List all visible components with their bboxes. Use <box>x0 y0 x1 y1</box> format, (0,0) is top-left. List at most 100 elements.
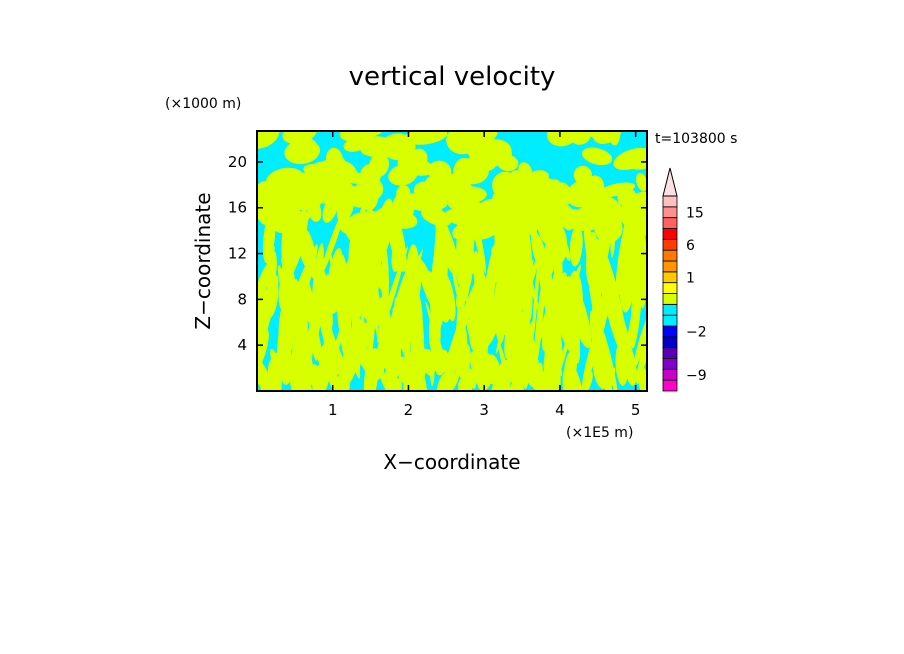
updraft-patch <box>411 148 428 168</box>
y-tick-label: 12 <box>228 245 247 263</box>
updraft-patch <box>287 201 312 287</box>
updraft-patch <box>405 244 420 308</box>
updraft-patch <box>311 251 330 320</box>
colorbar-segment <box>662 336 678 349</box>
colorbar-tick-label: −9 <box>686 368 707 384</box>
colorbar-tick-label: −2 <box>686 324 707 340</box>
updraft-patch <box>374 329 387 370</box>
updraft-patch <box>281 209 308 282</box>
updraft-patch <box>270 188 300 211</box>
updraft-patch <box>468 284 484 352</box>
updraft-patch <box>302 281 313 322</box>
updraft-patch <box>292 279 301 327</box>
updraft-patch <box>437 287 451 323</box>
updraft-patch <box>492 171 520 200</box>
y-axis: 4 8 12 16 20 <box>228 153 647 354</box>
x-tick-label: 4 <box>555 401 565 419</box>
colorbar-segment <box>662 206 678 219</box>
x-tick-label: 2 <box>404 401 414 419</box>
updraft-patch <box>392 378 403 391</box>
colorbar-segment <box>662 347 678 359</box>
colorbar: −9 −2 1 6 15 <box>662 167 707 392</box>
updraft-patch <box>566 178 605 208</box>
x-tick-label: 1 <box>328 401 338 419</box>
updraft-patch <box>313 363 326 391</box>
updraft-patch <box>582 371 593 391</box>
updraft-patch <box>446 131 478 155</box>
updraft-patch <box>359 135 376 156</box>
x-axis: 1 2 3 4 5 <box>328 131 640 419</box>
updraft-patch <box>633 306 647 369</box>
updraft-patch <box>265 167 306 195</box>
y-unit-label: (×1000 m) <box>165 96 241 112</box>
colorbar-segment <box>662 314 678 327</box>
updraft-patch <box>392 307 402 346</box>
colorbar-segment <box>662 325 678 338</box>
updraft-patch <box>535 244 550 280</box>
y-tick-label: 8 <box>237 290 247 308</box>
y-tick-label: 20 <box>228 153 247 171</box>
updraft-patch <box>508 205 528 237</box>
colorbar-segment <box>662 293 678 305</box>
updraft-patch <box>497 367 511 391</box>
updraft-patch <box>600 327 618 391</box>
updraft-patch <box>534 200 574 230</box>
updraft-patch <box>396 185 411 202</box>
updraft-patch <box>381 133 416 161</box>
updraft-patch <box>569 225 583 267</box>
updraft-patch <box>381 246 389 313</box>
updraft-patch <box>508 319 535 391</box>
y-tick-label: 4 <box>237 336 247 354</box>
updraft-patch <box>559 277 579 312</box>
updraft-patch <box>257 263 270 315</box>
colorbar-segment <box>662 195 678 208</box>
colorbar-segment <box>662 368 678 381</box>
updraft-patch <box>492 370 501 391</box>
updraft-patch <box>617 187 637 208</box>
updraft-patch <box>583 218 602 306</box>
colorbar-segment <box>662 238 678 251</box>
updraft-patch <box>615 206 634 298</box>
colorbar-tick-label: 6 <box>686 238 695 254</box>
y-axis-label: Z−coordinate <box>191 192 215 329</box>
plot-frame <box>256 130 648 392</box>
updraft-patch <box>397 335 402 385</box>
updraft-patch <box>453 158 473 184</box>
time-label: t=103800 s <box>655 131 737 147</box>
updraft-patch <box>377 258 404 343</box>
y-tick-label: 16 <box>228 199 247 217</box>
updraft-patch <box>365 251 380 322</box>
colorbar-segment <box>662 217 678 229</box>
colorbar-tick-label: 15 <box>686 205 704 221</box>
updraft-patch <box>596 182 636 198</box>
updraft-patch <box>425 174 468 201</box>
colorbar-segment <box>662 260 678 273</box>
updraft-patch <box>338 217 362 236</box>
updraft-patch <box>593 238 621 327</box>
plot-area <box>256 130 648 392</box>
updraft-patch <box>636 326 647 378</box>
updraft-patch <box>315 257 333 320</box>
updraft-patch <box>621 214 647 237</box>
velocity-field <box>257 131 647 391</box>
updraft-patch <box>307 199 322 222</box>
updraft-patch <box>573 165 592 184</box>
colorbar-segment <box>662 228 678 240</box>
updraft-patch <box>552 182 571 206</box>
colorbar-tick-label: 1 <box>686 270 695 286</box>
updraft-patch <box>506 275 522 352</box>
updraft-patch <box>343 138 366 152</box>
updraft-patch <box>636 172 647 192</box>
colorbar-segment <box>662 379 678 392</box>
updraft-patch <box>458 374 473 391</box>
updraft-patch <box>362 210 379 231</box>
updraft-patch <box>402 293 422 347</box>
updraft-patch <box>376 206 418 229</box>
x-tick-label: 5 <box>631 401 641 419</box>
updraft-patch <box>417 257 441 316</box>
updraft-patch <box>266 281 279 319</box>
updraft-patch <box>635 191 647 216</box>
colorbar-segment <box>662 303 678 316</box>
updraft-patch <box>478 139 502 159</box>
